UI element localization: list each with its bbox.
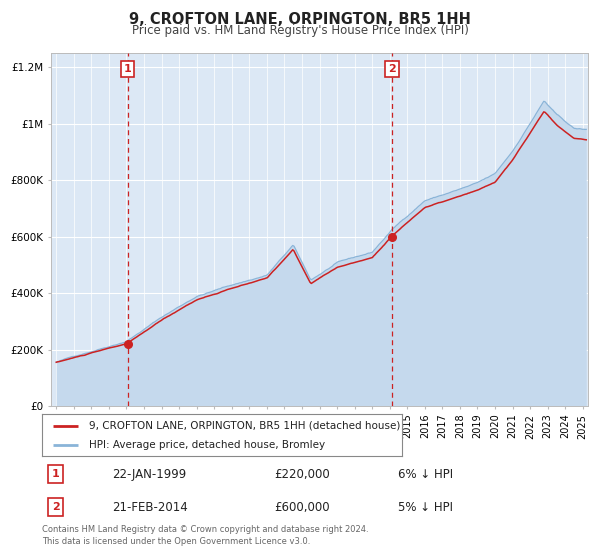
Text: 1: 1 [124, 64, 131, 74]
Text: £600,000: £600,000 [274, 501, 330, 514]
Text: 9, CROFTON LANE, ORPINGTON, BR5 1HH (detached house): 9, CROFTON LANE, ORPINGTON, BR5 1HH (det… [89, 421, 400, 431]
Text: £220,000: £220,000 [274, 468, 330, 481]
Text: Contains HM Land Registry data © Crown copyright and database right 2024.
This d: Contains HM Land Registry data © Crown c… [42, 525, 368, 546]
Text: 1: 1 [52, 469, 59, 479]
Text: 5% ↓ HPI: 5% ↓ HPI [398, 501, 454, 514]
Text: 9, CROFTON LANE, ORPINGTON, BR5 1HH: 9, CROFTON LANE, ORPINGTON, BR5 1HH [129, 12, 471, 27]
Text: Price paid vs. HM Land Registry's House Price Index (HPI): Price paid vs. HM Land Registry's House … [131, 24, 469, 36]
Text: 6% ↓ HPI: 6% ↓ HPI [398, 468, 454, 481]
Text: HPI: Average price, detached house, Bromley: HPI: Average price, detached house, Brom… [89, 440, 325, 450]
Text: 2: 2 [52, 502, 59, 512]
Text: 22-JAN-1999: 22-JAN-1999 [112, 468, 187, 481]
Text: 21-FEB-2014: 21-FEB-2014 [112, 501, 188, 514]
Text: 2: 2 [388, 64, 396, 74]
